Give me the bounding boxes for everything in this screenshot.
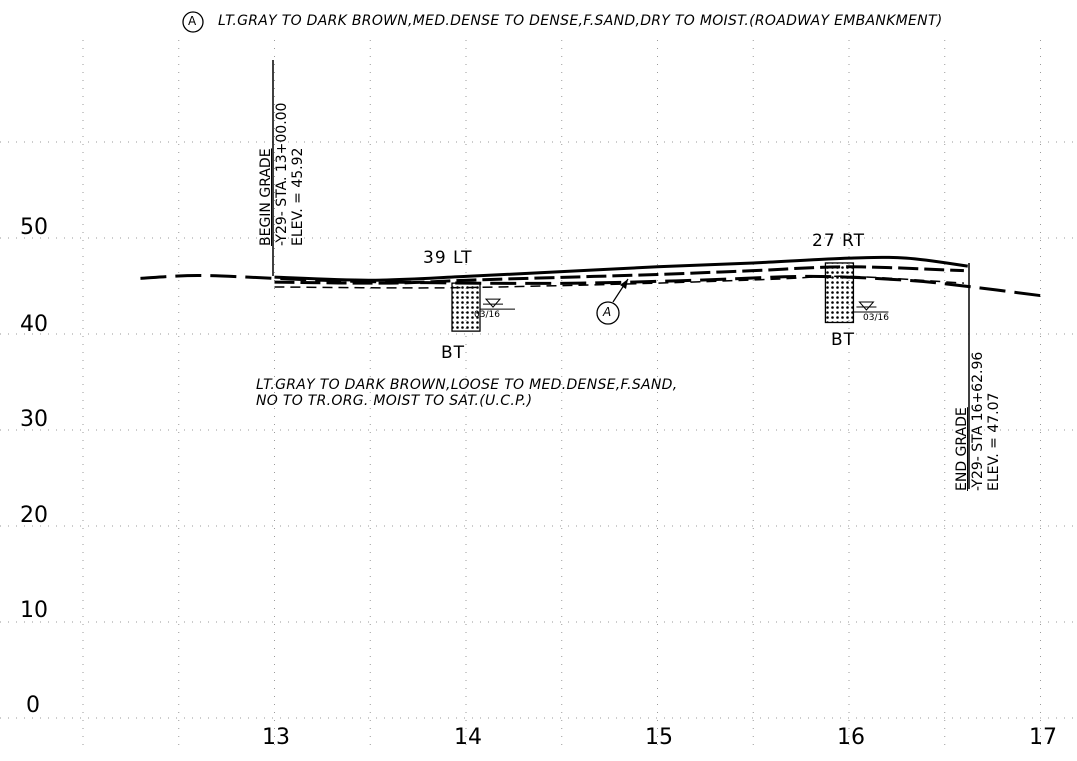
- begin-grade-title: BEGIN GRADE: [258, 148, 274, 246]
- water-level-right-icon: [858, 301, 875, 311]
- y-tick-label-20: 20: [20, 503, 48, 528]
- boring-right-column: [824, 262, 855, 324]
- x-tick-label-16: 16: [837, 725, 865, 750]
- boring-left-water-date: 03/16: [474, 310, 500, 320]
- end-grade-station: -Y29- STA 16+62.96: [970, 351, 986, 491]
- legend-circle-symbol: [182, 11, 204, 33]
- begin-grade-annotation: BEGIN GRADE -Y29- STA. 13+00.00 ELEV. = …: [258, 103, 306, 246]
- profile-lines: [140, 255, 1041, 298]
- stratum-callout-arrowhead: [620, 279, 628, 289]
- end-grade-title: END GRADE: [954, 407, 970, 491]
- y-tick-label-10: 10: [20, 598, 48, 623]
- existing-ground-line: [140, 273, 1041, 298]
- annotation-marks: [182, 11, 970, 489]
- boring-left-type: BT: [441, 343, 466, 363]
- boring-left-column: [451, 282, 481, 332]
- x-tick-label-15: 15: [645, 725, 673, 750]
- lower-stratum-boundary-line: [274, 275, 964, 289]
- boring-right-water-date: 03/16: [863, 313, 889, 323]
- lower-stratum-line-1: LT.GRAY TO DARK BROWN,LOOSE TO MED.DENSE…: [256, 377, 678, 393]
- x-tick-label-17: 17: [1029, 725, 1057, 750]
- end-grade-elevation: ELEV. = 47.07: [986, 392, 1002, 491]
- y-tick-label-30: 30: [20, 407, 48, 432]
- x-tick-label-13: 13: [262, 725, 290, 750]
- begin-grade-elevation: ELEV. = 45.92: [290, 147, 306, 246]
- boring-left-offset: 39 LT: [423, 248, 473, 268]
- proposed-grade-line: [274, 255, 968, 282]
- boring-right-offset: 27 RT: [812, 231, 865, 251]
- x-tick-label-14: 14: [454, 725, 482, 750]
- lower-stratum-line-2: NO TO TR.ORG. MOIST TO SAT.(U.C.P.): [256, 393, 533, 409]
- end-grade-annotation: END GRADE -Y29- STA 16+62.96 ELEV. = 47.…: [954, 352, 1002, 491]
- stratum-callout-letter: A: [603, 305, 612, 319]
- legend-symbol-letter: A: [188, 14, 197, 28]
- begin-grade-station: -Y29- STA. 13+00.00: [274, 102, 290, 246]
- y-tick-label-40: 40: [20, 312, 48, 337]
- grid-lines: [0, 40, 1077, 745]
- legend-text: LT.GRAY TO DARK BROWN,MED.DENSE TO DENSE…: [218, 13, 943, 29]
- water-level-left-icon: [484, 298, 502, 308]
- y-tick-label-0: 0: [26, 693, 40, 718]
- y-tick-label-50: 50: [20, 215, 48, 240]
- boring-right-type: BT: [831, 330, 856, 350]
- boring-symbols: [451, 262, 889, 332]
- stratum-callout-circle: [596, 301, 620, 325]
